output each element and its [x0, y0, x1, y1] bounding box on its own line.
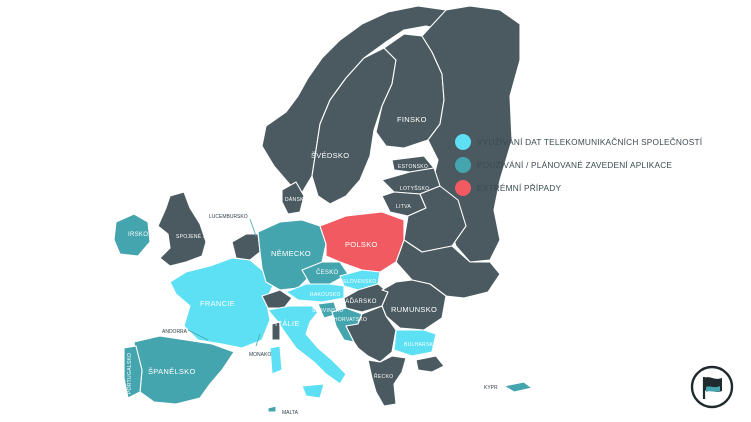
label-bulharsko: BULHARSKO [404, 342, 438, 348]
countries-layer [113, 5, 533, 413]
leader-monaco [255, 333, 261, 347]
label-dansko: DÁNSKO [285, 196, 308, 203]
leader-luxembourg [249, 218, 257, 237]
island-corsica [271, 321, 281, 341]
country-greece [367, 355, 407, 407]
island-sicily [301, 383, 325, 399]
country-uk [157, 191, 207, 267]
label-kypr: KYPR [484, 385, 498, 391]
legend-dot-extreme [455, 179, 471, 196]
country-labels: FINSKO ŠVÉDSKO ESTONSKO LOTYŠSKO LITVA D… [127, 115, 498, 416]
label-rakousko: RAKOUSKO [310, 292, 341, 298]
label-italie: ITÁLIE [275, 319, 300, 328]
country-turkey [415, 355, 445, 373]
legend-label-app: POUŽÍVÁNÍ / PLÁNOVANÉ ZAVEDENÍ APLIKACE [477, 159, 673, 170]
label-lucembursko: LUCEMBURSKO [209, 214, 248, 220]
legend-label-extreme: EXTRÉMNÍ PŘÍPADY [477, 182, 562, 193]
country-portugal [123, 345, 143, 399]
label-svedsko: ŠVÉDSKO [311, 151, 349, 160]
legend-item-extreme: EXTRÉMNÍ PŘÍPADY [455, 179, 702, 196]
legend-item-app: POUŽÍVÁNÍ / PLÁNOVANÉ ZAVEDENÍ APLIKACE [455, 156, 702, 173]
leader-andorra [187, 329, 209, 341]
label-recko: ŘECKO [374, 372, 393, 380]
label-francie: FRANCIE [200, 299, 235, 308]
island-sardinia [269, 345, 283, 375]
label-portugalsko: PORTUGALSKO [127, 353, 133, 394]
country-denmark [281, 181, 305, 215]
label-litva: LITVA [396, 204, 411, 210]
country-france [169, 257, 275, 349]
island-malta [267, 405, 277, 413]
country-italy [267, 305, 347, 385]
label-estonsko: ESTONSKO [398, 164, 428, 170]
label-nemecko: NĚMECKO [271, 249, 311, 258]
label-andorra: ANDORRA [162, 329, 188, 335]
label-spanelsko: ŠPANĚLSKO [148, 367, 196, 376]
legend-label-telecom: VYUŽÍVÁNÍ DAT TELEKOMUNIKAČNÍCH SPOLEČNO… [477, 136, 703, 147]
leader-lines [187, 218, 261, 347]
pirate-party-logo [690, 365, 734, 409]
label-lotyssko: LOTYŠSKO [400, 185, 429, 192]
country-switzerland [261, 289, 293, 309]
label-uk: SPOJENÉ KRÁLOVSTVÍ [176, 233, 238, 240]
legend-item-telecom: VYUŽÍVÁNÍ DAT TELEKOMUNIKAČNÍCH SPOLEČNO… [455, 133, 702, 150]
country-ireland [113, 213, 151, 257]
label-cesko: ČESKO [316, 269, 339, 276]
label-malta: MALTA [282, 410, 299, 416]
map-legend: VYUŽÍVÁNÍ DAT TELEKOMUNIKAČNÍCH SPOLEČNO… [455, 133, 702, 202]
label-chorvatsko: CHORVATSKO [330, 317, 367, 323]
label-slovensko: SLOVENSKO [343, 279, 377, 285]
country-austria [285, 283, 345, 303]
label-finsko: FINSKO [397, 115, 427, 124]
country-romania [381, 279, 447, 331]
country-poland [319, 211, 405, 273]
label-monako: MONAKO [249, 352, 271, 358]
legend-dot-app [455, 156, 471, 173]
label-madarsko: MAĎARSKO [340, 297, 377, 305]
label-rumunsko: RUMUNSKO [391, 305, 437, 314]
island-cyprus [503, 381, 533, 393]
country-bulgaria [393, 329, 437, 357]
label-slovinsko: SLOVINSKO [312, 308, 344, 314]
label-irsko: IRSKO [128, 232, 148, 238]
country-balkans [345, 305, 397, 363]
legend-dot-telecom [455, 133, 471, 150]
label-polsko: POLSKO [345, 240, 378, 249]
